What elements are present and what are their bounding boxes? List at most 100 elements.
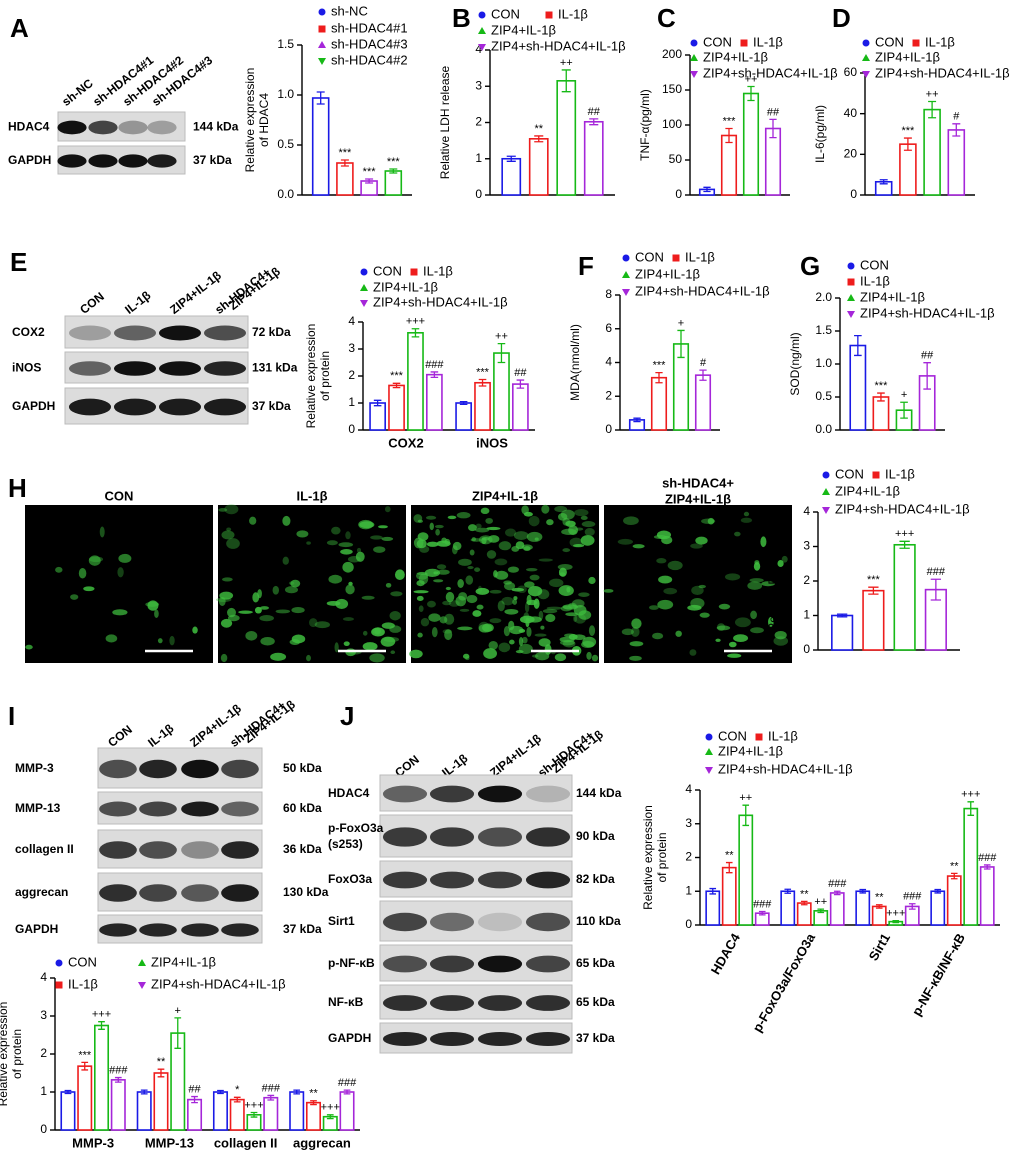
blot-size-label: 82 kDa — [576, 872, 615, 886]
error-bar — [930, 578, 942, 601]
cell — [691, 585, 704, 596]
blot-size-label: 37 kDa — [576, 1031, 615, 1045]
y-axis-label: of HDAC4 — [257, 93, 271, 147]
cell — [546, 519, 554, 526]
blot-band — [382, 871, 428, 889]
cell — [468, 524, 477, 532]
cell — [469, 549, 475, 556]
cell — [573, 614, 578, 623]
x-tick-label: collagen II — [214, 1135, 278, 1150]
cell — [416, 539, 427, 549]
cell — [383, 636, 400, 643]
micrograph-title: ZIP4+IL-1β — [472, 488, 538, 503]
blot-size-label: 144 kDa — [576, 786, 622, 800]
blot-band — [181, 801, 219, 817]
y-tick-label: 6 — [605, 321, 612, 335]
cell — [472, 610, 482, 617]
cell — [272, 585, 280, 595]
bar — [720, 134, 738, 196]
cell — [342, 617, 355, 621]
error-bar — [900, 401, 908, 419]
cell — [526, 531, 543, 542]
blot-band — [382, 955, 428, 973]
cell — [471, 537, 477, 542]
cell — [603, 588, 614, 593]
cell — [513, 531, 529, 540]
bar — [947, 129, 966, 196]
cell — [345, 531, 351, 540]
legend-marker — [862, 54, 870, 61]
cell — [245, 631, 258, 641]
y-axis-label: TNF-α(pg/ml) — [638, 89, 652, 161]
cell — [424, 568, 441, 578]
cell — [564, 633, 576, 638]
legend-label: ZIP4+sh-HDAC4+IL-1β — [635, 283, 770, 298]
cell — [716, 625, 731, 631]
cell — [439, 616, 448, 624]
significance-label: ### — [978, 852, 997, 864]
cell — [540, 625, 545, 630]
legend-marker — [822, 488, 830, 495]
cell — [734, 531, 741, 537]
bar — [963, 807, 979, 926]
cell — [740, 517, 753, 523]
error-bar — [310, 1100, 317, 1106]
y-tick-label: 2 — [803, 573, 810, 587]
cell — [494, 558, 508, 566]
legend-marker — [862, 39, 870, 47]
bar — [930, 890, 946, 926]
y-tick-label: 2 — [348, 368, 355, 382]
blot-band — [68, 325, 112, 341]
legend-label: ZIP4+IL-1β — [875, 49, 940, 64]
blot-band — [382, 785, 428, 803]
significance-label: ### — [338, 1077, 357, 1089]
cell — [526, 626, 532, 637]
cell — [169, 635, 175, 646]
blot-row-label: iNOS — [12, 361, 41, 375]
error-bar — [589, 118, 599, 126]
error-bar — [497, 342, 506, 364]
blot-band — [158, 361, 202, 376]
legend-label: ZIP4+sh-HDAC4+IL-1β — [491, 38, 626, 53]
significance-label: ** — [800, 888, 809, 900]
cell — [518, 637, 524, 647]
cell — [532, 654, 539, 658]
bar — [849, 344, 867, 431]
legend-marker — [847, 294, 855, 301]
cell — [525, 567, 538, 572]
cell — [578, 592, 590, 597]
error-bar — [854, 334, 862, 357]
cell — [306, 541, 311, 545]
legend-label: CON — [860, 257, 889, 272]
legend-label: ZIP4+IL-1β — [635, 266, 700, 281]
blot-row-label: GAPDH — [12, 399, 55, 413]
error-bar — [923, 362, 931, 390]
cell — [220, 618, 233, 628]
bar — [528, 138, 549, 196]
bar — [60, 1091, 76, 1131]
bar — [339, 1091, 355, 1131]
y-tick-label: 0.0 — [277, 187, 294, 201]
legend-marker — [545, 11, 553, 19]
cell — [413, 514, 423, 523]
legend-label: ZIP4+sh-HDAC4+IL-1β — [373, 294, 508, 309]
x-tick-label: HDAC4 — [708, 930, 744, 977]
blot-band — [382, 912, 428, 932]
cell — [554, 505, 568, 513]
legend-marker — [822, 471, 830, 479]
cell — [652, 632, 664, 640]
error-bar — [742, 804, 750, 827]
cell — [511, 587, 525, 592]
error-bar — [928, 100, 937, 119]
legend-label: ZIP4+IL-1β — [835, 483, 900, 498]
legend-marker — [318, 8, 326, 16]
cell — [254, 606, 262, 614]
significance-label: + — [175, 1005, 181, 1017]
cell — [581, 521, 596, 528]
cell — [489, 589, 502, 594]
bar — [871, 905, 887, 926]
x-tick-label: COX2 — [388, 435, 423, 450]
cell — [436, 564, 447, 570]
cell — [343, 641, 350, 647]
cell — [558, 585, 574, 596]
